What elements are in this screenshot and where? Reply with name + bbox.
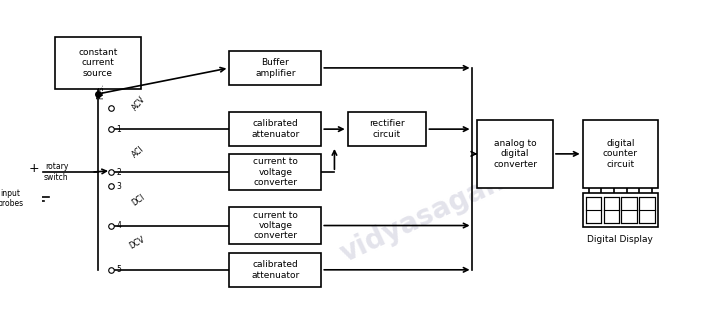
FancyBboxPatch shape xyxy=(230,51,322,85)
Text: current to
voltage
converter: current to voltage converter xyxy=(253,211,298,241)
Text: +: + xyxy=(29,162,39,175)
Text: 5: 5 xyxy=(117,265,121,274)
Text: constant
current
source: constant current source xyxy=(78,48,117,78)
Text: ACV: ACV xyxy=(131,95,147,112)
Text: 3: 3 xyxy=(117,182,121,191)
FancyBboxPatch shape xyxy=(477,120,553,188)
FancyBboxPatch shape xyxy=(583,193,658,227)
Text: current to
voltage
converter: current to voltage converter xyxy=(253,157,298,187)
FancyBboxPatch shape xyxy=(230,112,322,146)
FancyBboxPatch shape xyxy=(55,37,140,89)
Text: Res.: Res. xyxy=(97,83,105,99)
Text: input
probes: input probes xyxy=(0,189,23,208)
Text: rotary
switch: rotary switch xyxy=(44,162,68,182)
FancyBboxPatch shape xyxy=(585,197,602,223)
Text: DCV: DCV xyxy=(127,234,146,250)
FancyBboxPatch shape xyxy=(230,154,322,190)
Text: rectifier
circuit: rectifier circuit xyxy=(369,119,405,139)
Text: vidyasagar.in: vidyasagar.in xyxy=(336,155,536,268)
FancyBboxPatch shape xyxy=(347,112,426,146)
Text: 1: 1 xyxy=(117,125,121,134)
FancyBboxPatch shape xyxy=(640,197,655,223)
Text: DCI: DCI xyxy=(131,192,147,207)
FancyBboxPatch shape xyxy=(621,197,637,223)
Text: ACI: ACI xyxy=(131,144,146,159)
FancyBboxPatch shape xyxy=(230,253,322,287)
Text: 4: 4 xyxy=(117,221,121,230)
FancyBboxPatch shape xyxy=(230,207,322,244)
Text: 2: 2 xyxy=(117,168,121,177)
FancyBboxPatch shape xyxy=(604,197,619,223)
Text: digital
counter
circuit: digital counter circuit xyxy=(603,139,638,169)
FancyBboxPatch shape xyxy=(583,120,658,188)
Text: calibrated
attenuator: calibrated attenuator xyxy=(251,260,300,279)
Text: Digital Display: Digital Display xyxy=(588,235,654,244)
Text: analog to
digital
converter: analog to digital converter xyxy=(494,139,537,169)
Text: calibrated
attenuator: calibrated attenuator xyxy=(251,119,300,139)
Text: Buffer
amplifier: Buffer amplifier xyxy=(255,58,296,78)
